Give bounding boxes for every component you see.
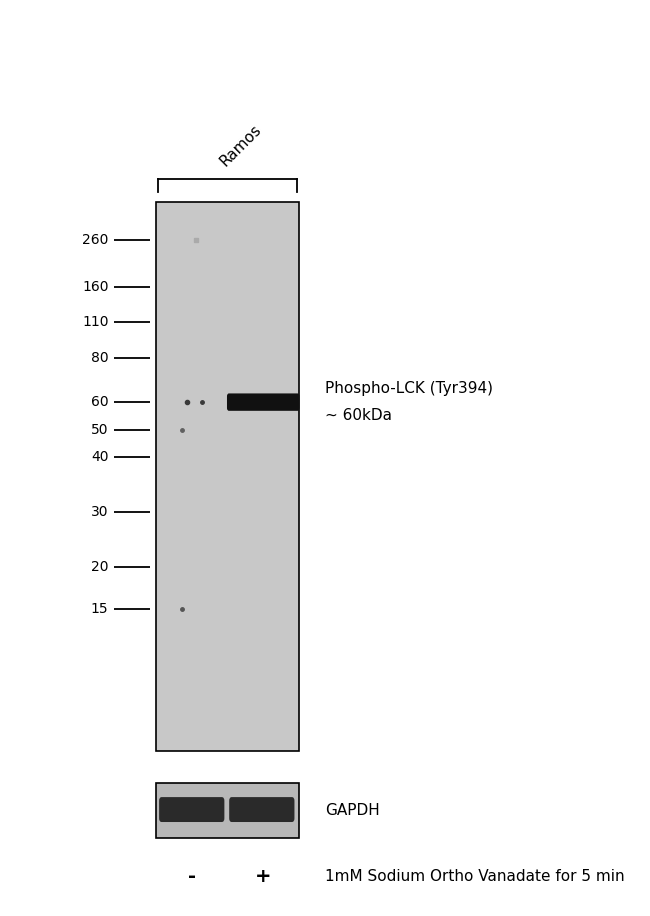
Bar <box>156 202 299 751</box>
Text: 80: 80 <box>91 351 109 365</box>
FancyBboxPatch shape <box>159 797 224 822</box>
Text: 50: 50 <box>91 422 109 437</box>
Text: 110: 110 <box>82 315 109 330</box>
Text: ~ 60kDa: ~ 60kDa <box>325 409 392 423</box>
Text: 60: 60 <box>91 395 109 409</box>
Text: 20: 20 <box>91 560 109 574</box>
Text: GAPDH: GAPDH <box>325 803 380 818</box>
Text: Phospho-LCK (Tyr394): Phospho-LCK (Tyr394) <box>325 381 493 396</box>
Text: 30: 30 <box>91 505 109 519</box>
FancyBboxPatch shape <box>229 797 294 822</box>
Text: 1mM Sodium Ortho Vanadate for 5 min: 1mM Sodium Ortho Vanadate for 5 min <box>325 869 625 884</box>
FancyBboxPatch shape <box>227 394 300 410</box>
Text: Ramos: Ramos <box>217 122 264 169</box>
Text: 160: 160 <box>82 279 109 294</box>
Bar <box>156 783 299 838</box>
Text: +: + <box>255 867 272 886</box>
Text: 40: 40 <box>91 450 109 464</box>
Text: 15: 15 <box>91 603 109 616</box>
Text: 260: 260 <box>82 233 109 247</box>
Text: -: - <box>188 867 196 886</box>
